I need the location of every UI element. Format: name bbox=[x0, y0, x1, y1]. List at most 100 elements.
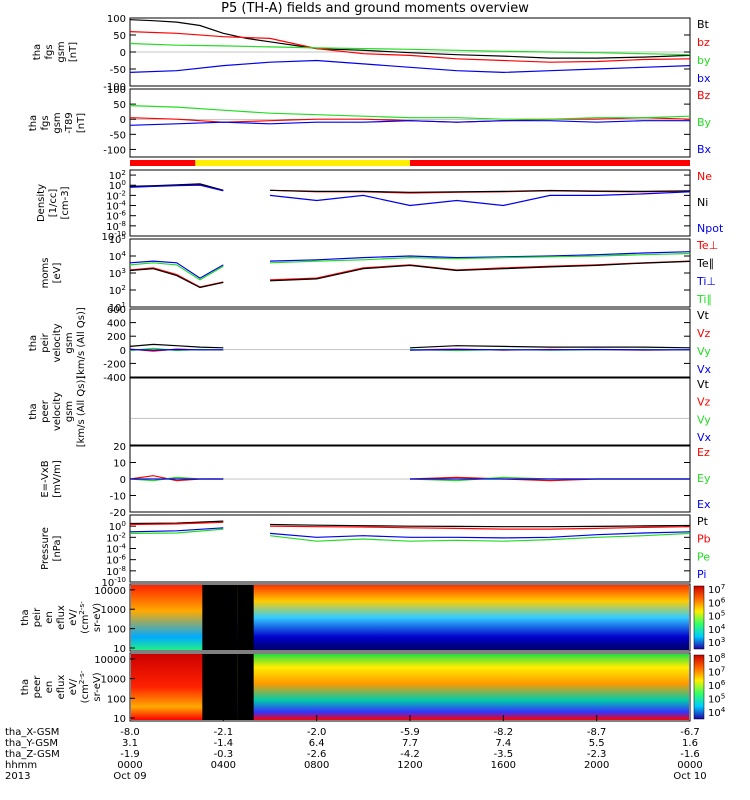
tick-label: 100 bbox=[107, 14, 126, 25]
tick-label: -20 bbox=[110, 508, 126, 519]
tick-label: 10-6 bbox=[106, 553, 126, 567]
y-axis-label: eV/ bbox=[68, 609, 79, 626]
legend-label: Ti∥ bbox=[696, 293, 712, 306]
x-row-value: -1.4 bbox=[214, 738, 234, 749]
y-axis-label: [cm-3] bbox=[60, 186, 71, 219]
panel-5: 600 400 200 0 -200 -400 Vt Vz Vy Vx tha peir velocit… bbox=[28, 305, 712, 384]
tick-label: 1000 bbox=[101, 605, 126, 616]
colorbar-label: 104 bbox=[708, 705, 726, 719]
y-axis-label: peer bbox=[40, 399, 51, 423]
series-line-Pe bbox=[129, 528, 691, 542]
colorbar-label: 107 bbox=[708, 582, 725, 596]
legend-label: Pb bbox=[697, 533, 711, 546]
y-axis-label: [eV] bbox=[52, 263, 63, 284]
legend-label: Ey bbox=[697, 472, 711, 485]
x-row-label: tha_Y-GSM bbox=[5, 738, 58, 749]
tick-label: 10 bbox=[113, 714, 126, 725]
x-row-label: 2013 bbox=[5, 771, 30, 782]
tick-label: 10-4 bbox=[106, 199, 126, 213]
y-axis-label: tha bbox=[28, 115, 39, 131]
colorbar-label: 105 bbox=[708, 609, 725, 623]
data-gap bbox=[237, 654, 254, 720]
legend-label: Bx bbox=[697, 143, 712, 156]
x-row-value: -4.2 bbox=[400, 749, 420, 760]
legend-label: By bbox=[697, 116, 712, 129]
legend-label: Bt bbox=[697, 18, 710, 31]
tick-label: 10-8 bbox=[106, 219, 126, 233]
y-axis-label: gsm bbox=[52, 112, 63, 133]
y-axis-label: [km/s (All Qs)] bbox=[76, 376, 87, 448]
tick-label: 100 bbox=[109, 519, 127, 533]
y-axis-label: [nT] bbox=[68, 42, 79, 62]
data-gap bbox=[202, 654, 238, 720]
y-axis-label: [mV/m] bbox=[52, 460, 63, 498]
x-row-value: 2000 bbox=[584, 760, 609, 771]
x-row-value: 3.1 bbox=[122, 738, 138, 749]
panel-frame bbox=[129, 169, 691, 237]
x-row-value: 5.5 bbox=[589, 738, 605, 749]
x-row-value: 0800 bbox=[304, 760, 329, 771]
y-axis-label: tha bbox=[20, 679, 31, 695]
x-row-value: 7.4 bbox=[495, 738, 511, 749]
tick-label: 10-4 bbox=[106, 542, 126, 556]
x-row-value: -1.9 bbox=[120, 749, 140, 760]
legend-label: bz bbox=[697, 36, 710, 49]
data-gap bbox=[202, 585, 238, 650]
y-axis-label: eflux bbox=[56, 605, 67, 630]
y-axis-label: (cm2-s- bbox=[77, 670, 91, 703]
y-axis-label: gsm bbox=[64, 332, 75, 353]
mode-bar-slow bbox=[410, 160, 690, 166]
mode-bar-fast bbox=[195, 160, 410, 166]
legend-label: Ex bbox=[697, 498, 711, 511]
x-row-value: -8.7 bbox=[587, 727, 607, 738]
legend-label: Ez bbox=[697, 446, 710, 459]
series-line-by bbox=[129, 42, 691, 56]
legend-label: Te∥ bbox=[696, 257, 714, 270]
tick-label: 20 bbox=[113, 442, 126, 453]
chart-title: P5 (TH-A) fields and ground moments over… bbox=[221, 1, 529, 16]
legend-label: Vx bbox=[697, 431, 712, 444]
series-line-Pb bbox=[129, 521, 691, 530]
y-axis-label: [1/cc] bbox=[48, 189, 59, 218]
tick-label: 10-6 bbox=[106, 209, 126, 223]
y-axis-label: en bbox=[44, 611, 55, 624]
legend-label: Vz bbox=[697, 327, 711, 340]
legend-label: Vt bbox=[697, 309, 710, 322]
panel-6: Vt Vz Vy Vx tha peer velocity gsm [km/s (All Qs)… bbox=[28, 376, 712, 448]
tick-label: 600 bbox=[107, 305, 126, 316]
legend-label: by bbox=[697, 54, 711, 67]
series-line-Pt bbox=[129, 520, 691, 528]
tick-label: 102 bbox=[109, 283, 126, 297]
x-row-value: -2.3 bbox=[587, 749, 607, 760]
tick-label: 100 bbox=[107, 694, 126, 705]
tick-label: 10-2 bbox=[106, 530, 126, 544]
tick-label: -100 bbox=[103, 145, 126, 156]
legend-label: Vt bbox=[697, 378, 710, 391]
legend-label: Npot bbox=[697, 222, 724, 235]
y-axis-label: peer bbox=[32, 675, 43, 699]
series-line-Ti∥ bbox=[129, 252, 691, 281]
colorbar-label: 103 bbox=[708, 635, 725, 649]
x-row-label: tha_X-GSM bbox=[5, 727, 59, 738]
x-row-value: -3.5 bbox=[494, 749, 514, 760]
tick-label: -400 bbox=[103, 373, 126, 384]
y-axis-label: peir bbox=[32, 607, 43, 627]
tick-label: 1000 bbox=[101, 675, 126, 686]
x-row-value: 1200 bbox=[397, 760, 422, 771]
tick-label: 10 bbox=[113, 459, 126, 470]
panel-2: 100 50 0 -50 -100 Bz By Bx tha fgs gsm -T89 [nT] bbox=[28, 85, 712, 158]
y-axis-label: moms bbox=[40, 258, 51, 289]
tick-label: 50 bbox=[113, 31, 126, 42]
colorbar bbox=[693, 654, 705, 720]
colorbar-label: 108 bbox=[708, 651, 726, 665]
mode-bar-slow bbox=[130, 160, 196, 166]
x-row-value: -1.6 bbox=[680, 749, 700, 760]
y-axis-label: en bbox=[44, 681, 55, 694]
y-axis-label: [nPa] bbox=[52, 535, 63, 561]
legend-label: Pe bbox=[697, 550, 710, 563]
y-axis-label: Density bbox=[36, 184, 47, 222]
tick-label: 0 bbox=[120, 475, 126, 486]
x-row-value: Oct 09 bbox=[113, 771, 146, 782]
